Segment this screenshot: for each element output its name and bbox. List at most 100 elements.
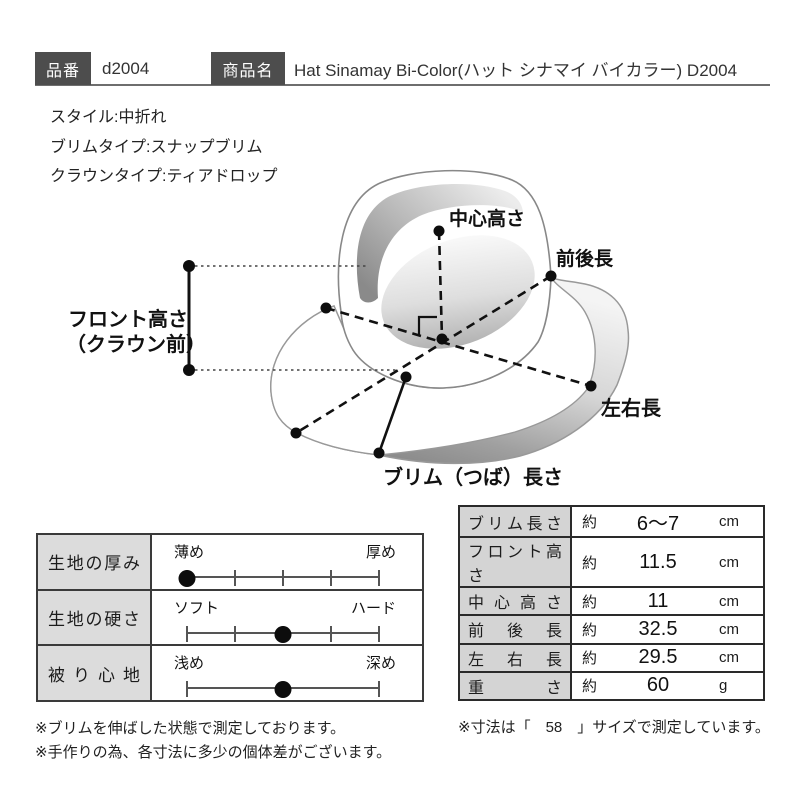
spec-lines: スタイル:中折れ ブリムタイプ:スナップブリム クラウンタイプ:ティアドロップ xyxy=(50,103,278,192)
scale-left-label: 浅め xyxy=(174,655,205,673)
table-row: 前後長 約 32.5 cm xyxy=(460,616,763,645)
item-number-badge: 品番 xyxy=(35,52,91,85)
table-row: 左右長 約 29.5 cm xyxy=(460,644,763,673)
fit-depth-scale: 浅め 深め xyxy=(152,646,422,700)
size-value-cell: 約 32.5 cm xyxy=(572,616,763,642)
header-divider xyxy=(35,84,770,86)
label-front-height-line1: フロント高さ xyxy=(68,309,188,331)
note-handmade: ※手作りの為、各寸法に多少の個体差がございます。 xyxy=(35,744,392,761)
dot-left-right-right xyxy=(585,380,597,392)
row-label: 生地の厚み xyxy=(48,554,140,574)
size-label: 中心高さ xyxy=(468,595,562,613)
size-unit: cm xyxy=(719,513,739,530)
scale-tick xyxy=(234,570,236,586)
approx-mark: 約 xyxy=(582,593,598,611)
dot-front-back-left xyxy=(290,427,302,439)
product-name-value: Hat Sinamay Bi-Color(ハット シナマイ バイカラー) D20… xyxy=(294,61,738,80)
dot-measure-top xyxy=(183,260,195,272)
front-back-line xyxy=(295,274,552,435)
spec-style: スタイル:中折れ xyxy=(50,109,167,126)
item-number-value: d2004 xyxy=(102,58,150,78)
size-unit: cm xyxy=(719,620,739,638)
size-value: 6～7 xyxy=(636,513,680,535)
left-right-line xyxy=(325,306,592,388)
scale-track xyxy=(186,681,380,699)
right-angle-mark xyxy=(417,315,437,335)
table-row: フロント高さ 約 11.5 cm xyxy=(460,538,763,588)
scale-left-label: 薄め xyxy=(174,544,205,561)
label-left-right-length: 左右長 xyxy=(601,398,661,420)
crown-dent-shade xyxy=(356,183,523,303)
scale-tick xyxy=(378,681,380,698)
fabric-thickness-scale: 薄め 厚め xyxy=(152,535,422,589)
table-row: 生地の硬さ ソフト ハード xyxy=(38,590,422,647)
size-value: 60 xyxy=(646,674,670,697)
scale-tick xyxy=(234,625,236,642)
fabric-stiffness-scale: ソフト ハード xyxy=(152,591,422,645)
row-label-cell: 被り心地 xyxy=(38,646,152,701)
scale-right-label: 深め xyxy=(365,655,396,673)
size-label: ブリム長さ xyxy=(468,515,562,533)
size-label-cell: 左右長 xyxy=(460,644,572,671)
size-label: 前後長 xyxy=(468,623,562,641)
scale-tick xyxy=(378,625,380,642)
size-value-cell: 約 60 g xyxy=(572,673,763,699)
size-value: 11 xyxy=(647,589,669,612)
dot-brim-outer xyxy=(373,447,385,459)
table-row: 被り心地 浅め 深め xyxy=(38,646,422,701)
label-center-height: 中心高さ xyxy=(449,209,526,230)
row-label: 被り心地 xyxy=(48,665,140,685)
size-value-cell: 約 6～7 cm xyxy=(572,507,763,536)
row-label-cell: 生地の硬さ xyxy=(38,590,152,645)
scale-right-label: 厚め xyxy=(365,544,396,561)
size-value: 11.5 xyxy=(639,550,677,573)
scale-tick xyxy=(186,681,188,698)
size-unit: cm xyxy=(719,553,739,571)
note-size-58: ※寸法は「 58 」サイズで測定しています。 xyxy=(458,719,770,736)
approx-mark: 約 xyxy=(582,514,598,531)
scale-tick xyxy=(186,625,188,642)
size-label-cell: フロント高さ xyxy=(460,538,572,586)
size-label-cell: 前後長 xyxy=(460,616,572,643)
size-table: ブリム長さ 約 6～7 cm フロント高さ 約 11.5 cm 中心高さ 約 1… xyxy=(458,505,765,701)
scale-track xyxy=(186,625,380,643)
scale-track xyxy=(178,570,380,587)
size-value-cell: 約 11 cm xyxy=(572,588,763,614)
size-label: 左右長 xyxy=(468,651,562,669)
size-label-cell: 重さ xyxy=(460,672,572,699)
fabric-property-table: 生地の厚み 薄め 厚め 生地の硬さ ソフト ハード 被り心地 浅め 深め xyxy=(36,533,424,702)
size-value: 29.5 xyxy=(638,646,678,669)
dot-center-base xyxy=(436,333,448,345)
hat-diagram xyxy=(183,169,630,465)
size-unit: g xyxy=(719,677,728,695)
size-label: 重さ xyxy=(468,679,562,697)
size-unit: cm xyxy=(719,649,739,667)
size-value-cell: 約 11.5 cm xyxy=(572,538,763,586)
row-label: 生地の硬さ xyxy=(48,610,140,629)
scale-tick xyxy=(378,570,380,586)
label-brim-length: ブリム（つば）長さ xyxy=(383,467,563,489)
spec-crown-type: クラウンタイプ:ティアドロップ xyxy=(50,168,278,185)
approx-mark: 約 xyxy=(582,554,598,572)
product-name-badge: 商品名 xyxy=(211,52,285,85)
scale-tick xyxy=(330,625,332,642)
approx-mark: 約 xyxy=(582,678,598,696)
brim-length-line xyxy=(377,376,408,454)
dot-left-right-left xyxy=(320,302,332,314)
approx-mark: 約 xyxy=(582,650,598,668)
scale-dot xyxy=(274,625,292,643)
approx-mark: 約 xyxy=(582,621,598,639)
size-unit: cm xyxy=(719,592,739,610)
center-height-line xyxy=(437,230,444,340)
dot-front-back-right xyxy=(545,270,557,282)
scale-left-label: ソフト xyxy=(174,599,220,617)
dot-measure-bottom xyxy=(183,364,195,376)
size-value: 32.5 xyxy=(638,617,678,640)
table-row: 中心高さ 約 11 cm xyxy=(460,588,763,617)
size-label-cell: 中心高さ xyxy=(460,588,572,615)
scale-right-label: ハード xyxy=(350,599,396,617)
table-row: 生地の厚み 薄め 厚め xyxy=(38,535,422,591)
size-label: フロント高さ xyxy=(468,544,562,585)
size-value-cell: 約 29.5 cm xyxy=(572,645,763,671)
